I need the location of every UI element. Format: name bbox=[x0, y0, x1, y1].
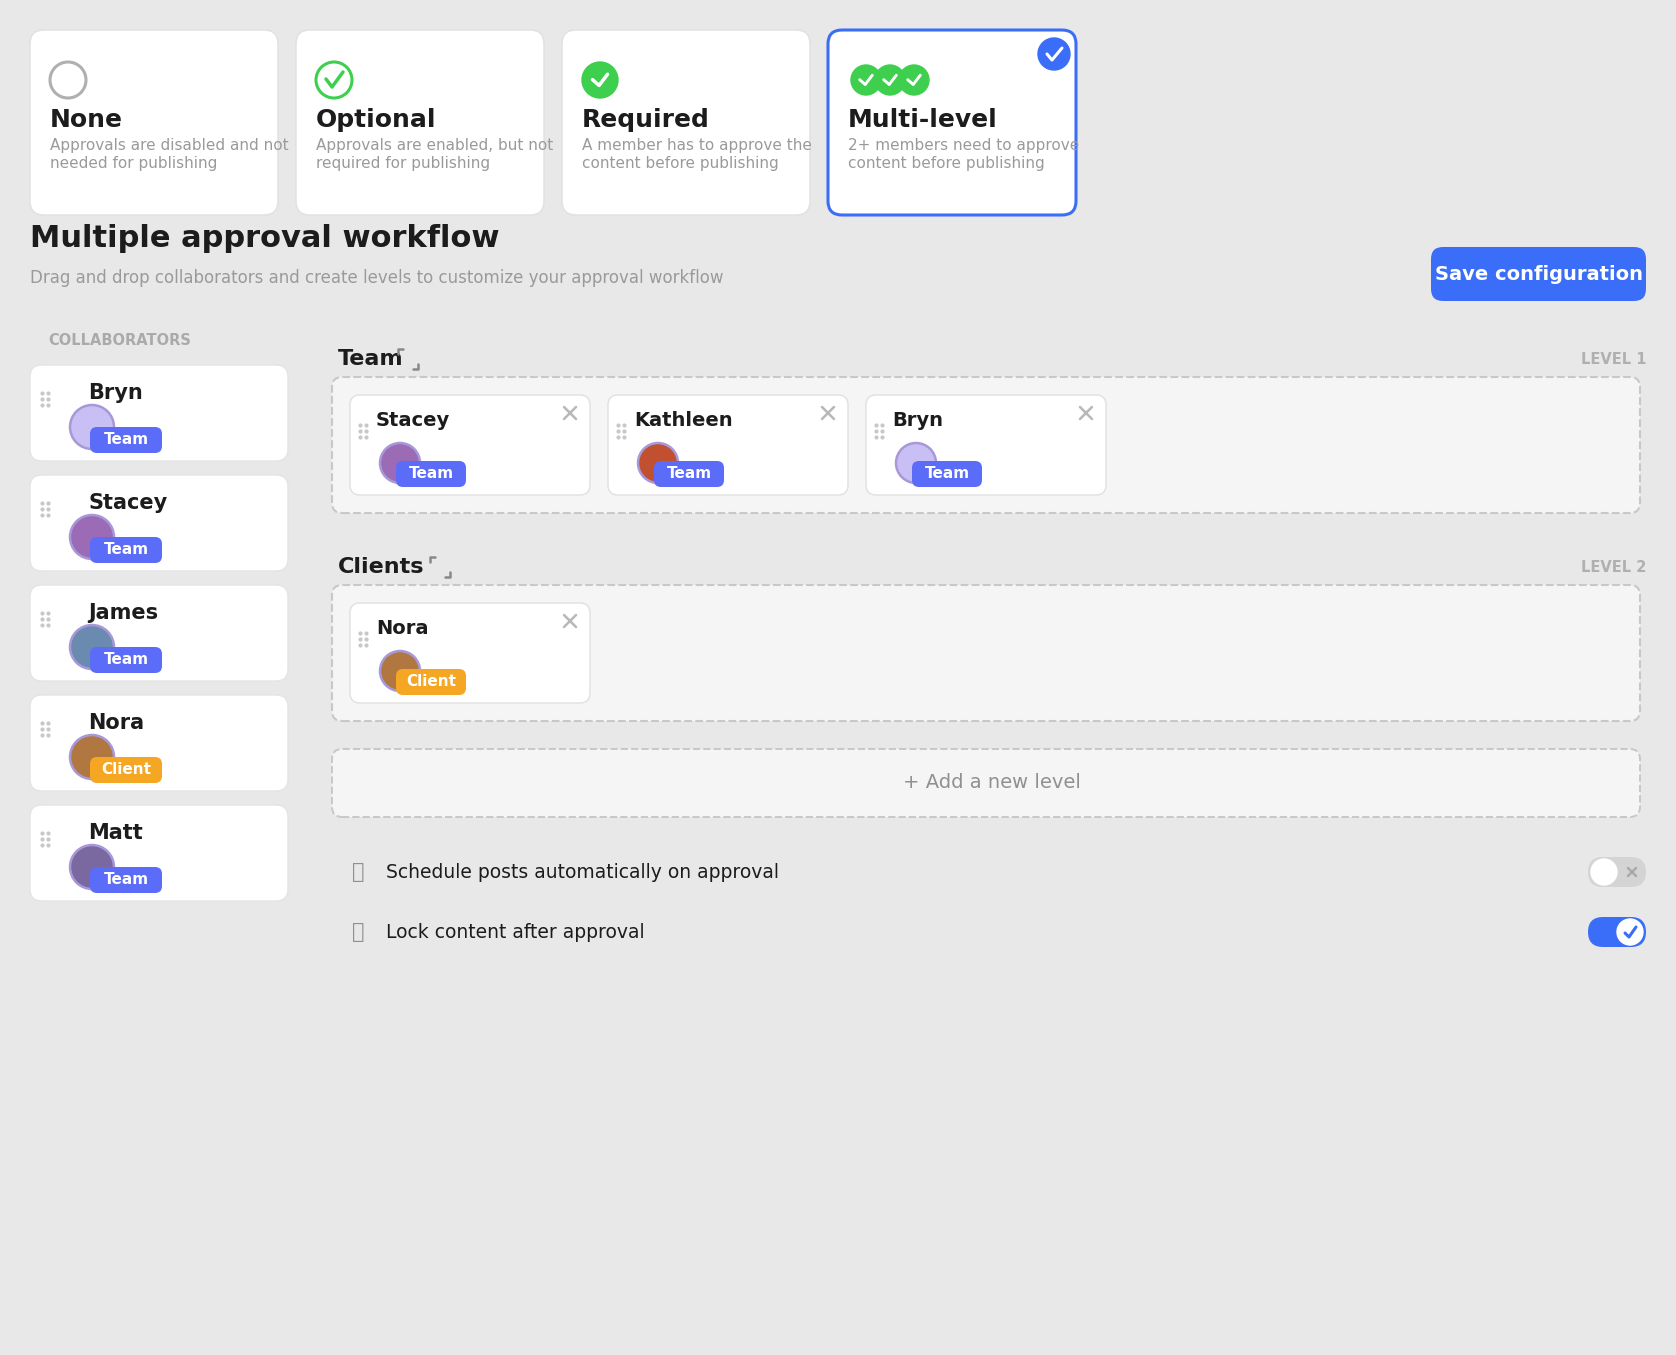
Text: LEVEL 1: LEVEL 1 bbox=[1580, 351, 1646, 366]
FancyBboxPatch shape bbox=[912, 461, 982, 486]
Text: required for publishing: required for publishing bbox=[317, 156, 489, 171]
Text: Bryn: Bryn bbox=[892, 411, 944, 430]
Text: Bryn: Bryn bbox=[89, 383, 142, 402]
Text: Save configuration: Save configuration bbox=[1435, 264, 1642, 283]
Text: Multi-level: Multi-level bbox=[848, 108, 997, 131]
Text: Stacey: Stacey bbox=[89, 493, 168, 514]
FancyBboxPatch shape bbox=[30, 585, 288, 682]
Text: Multiple approval workflow: Multiple approval workflow bbox=[30, 224, 499, 253]
Text: A member has to approve the: A member has to approve the bbox=[582, 138, 811, 153]
Circle shape bbox=[582, 62, 618, 98]
Circle shape bbox=[70, 734, 114, 779]
Circle shape bbox=[70, 846, 114, 889]
FancyBboxPatch shape bbox=[91, 427, 163, 453]
Circle shape bbox=[317, 62, 352, 98]
FancyBboxPatch shape bbox=[30, 476, 288, 570]
Text: 🔒: 🔒 bbox=[352, 921, 364, 942]
FancyBboxPatch shape bbox=[332, 749, 1641, 817]
Text: Team: Team bbox=[925, 466, 969, 481]
Text: Team: Team bbox=[104, 432, 149, 447]
Circle shape bbox=[1591, 859, 1617, 885]
Text: content before publishing: content before publishing bbox=[848, 156, 1044, 171]
Text: Team: Team bbox=[409, 466, 454, 481]
Circle shape bbox=[851, 65, 882, 95]
FancyBboxPatch shape bbox=[332, 377, 1641, 514]
FancyBboxPatch shape bbox=[30, 695, 288, 791]
Text: ⏰: ⏰ bbox=[352, 862, 364, 882]
FancyBboxPatch shape bbox=[866, 396, 1106, 495]
FancyBboxPatch shape bbox=[828, 30, 1076, 215]
Text: Required: Required bbox=[582, 108, 711, 131]
FancyBboxPatch shape bbox=[91, 757, 163, 783]
Text: Client: Client bbox=[406, 675, 456, 690]
Circle shape bbox=[70, 405, 114, 449]
Circle shape bbox=[1617, 919, 1642, 944]
Circle shape bbox=[50, 62, 85, 98]
Text: None: None bbox=[50, 108, 122, 131]
FancyBboxPatch shape bbox=[91, 537, 163, 562]
Text: Matt: Matt bbox=[89, 822, 142, 843]
Text: Schedule posts automatically on approval: Schedule posts automatically on approval bbox=[385, 863, 779, 882]
Circle shape bbox=[70, 625, 114, 669]
Text: Team: Team bbox=[104, 873, 149, 888]
Text: LEVEL 2: LEVEL 2 bbox=[1580, 560, 1646, 575]
FancyBboxPatch shape bbox=[91, 867, 163, 893]
Text: Team: Team bbox=[667, 466, 712, 481]
Circle shape bbox=[898, 65, 929, 95]
Text: Nora: Nora bbox=[89, 713, 144, 733]
Text: Team: Team bbox=[104, 653, 149, 668]
Text: Kathleen: Kathleen bbox=[634, 411, 732, 430]
FancyBboxPatch shape bbox=[1587, 917, 1646, 947]
FancyBboxPatch shape bbox=[30, 30, 278, 215]
FancyBboxPatch shape bbox=[1431, 247, 1646, 301]
Circle shape bbox=[70, 515, 114, 560]
Text: Team: Team bbox=[104, 542, 149, 557]
Text: Drag and drop collaborators and create levels to customize your approval workflo: Drag and drop collaborators and create l… bbox=[30, 270, 724, 287]
Text: Approvals are enabled, but not: Approvals are enabled, but not bbox=[317, 138, 553, 153]
Text: COLLABORATORS: COLLABORATORS bbox=[49, 333, 191, 348]
Text: Approvals are disabled and not: Approvals are disabled and not bbox=[50, 138, 288, 153]
Circle shape bbox=[875, 65, 905, 95]
Text: Optional: Optional bbox=[317, 108, 436, 131]
FancyBboxPatch shape bbox=[91, 646, 163, 673]
FancyBboxPatch shape bbox=[350, 396, 590, 495]
Circle shape bbox=[639, 443, 679, 482]
FancyBboxPatch shape bbox=[30, 364, 288, 461]
Text: Clients: Clients bbox=[339, 557, 424, 577]
FancyBboxPatch shape bbox=[396, 669, 466, 695]
Text: Client: Client bbox=[101, 763, 151, 778]
FancyBboxPatch shape bbox=[654, 461, 724, 486]
Text: 2+ members need to approve: 2+ members need to approve bbox=[848, 138, 1079, 153]
FancyBboxPatch shape bbox=[30, 805, 288, 901]
Text: Nora: Nora bbox=[375, 619, 429, 638]
FancyBboxPatch shape bbox=[350, 603, 590, 703]
Circle shape bbox=[897, 443, 935, 482]
Text: content before publishing: content before publishing bbox=[582, 156, 779, 171]
Text: needed for publishing: needed for publishing bbox=[50, 156, 218, 171]
FancyBboxPatch shape bbox=[561, 30, 810, 215]
FancyBboxPatch shape bbox=[1587, 856, 1646, 888]
Text: Team: Team bbox=[339, 350, 404, 369]
FancyBboxPatch shape bbox=[396, 461, 466, 486]
Text: + Add a new level: + Add a new level bbox=[903, 774, 1081, 793]
Circle shape bbox=[1037, 38, 1069, 70]
FancyBboxPatch shape bbox=[332, 585, 1641, 721]
Text: James: James bbox=[89, 603, 158, 623]
Circle shape bbox=[380, 650, 421, 691]
Text: Stacey: Stacey bbox=[375, 411, 451, 430]
FancyBboxPatch shape bbox=[297, 30, 545, 215]
Text: Lock content after approval: Lock content after approval bbox=[385, 923, 645, 942]
FancyBboxPatch shape bbox=[608, 396, 848, 495]
Circle shape bbox=[380, 443, 421, 482]
